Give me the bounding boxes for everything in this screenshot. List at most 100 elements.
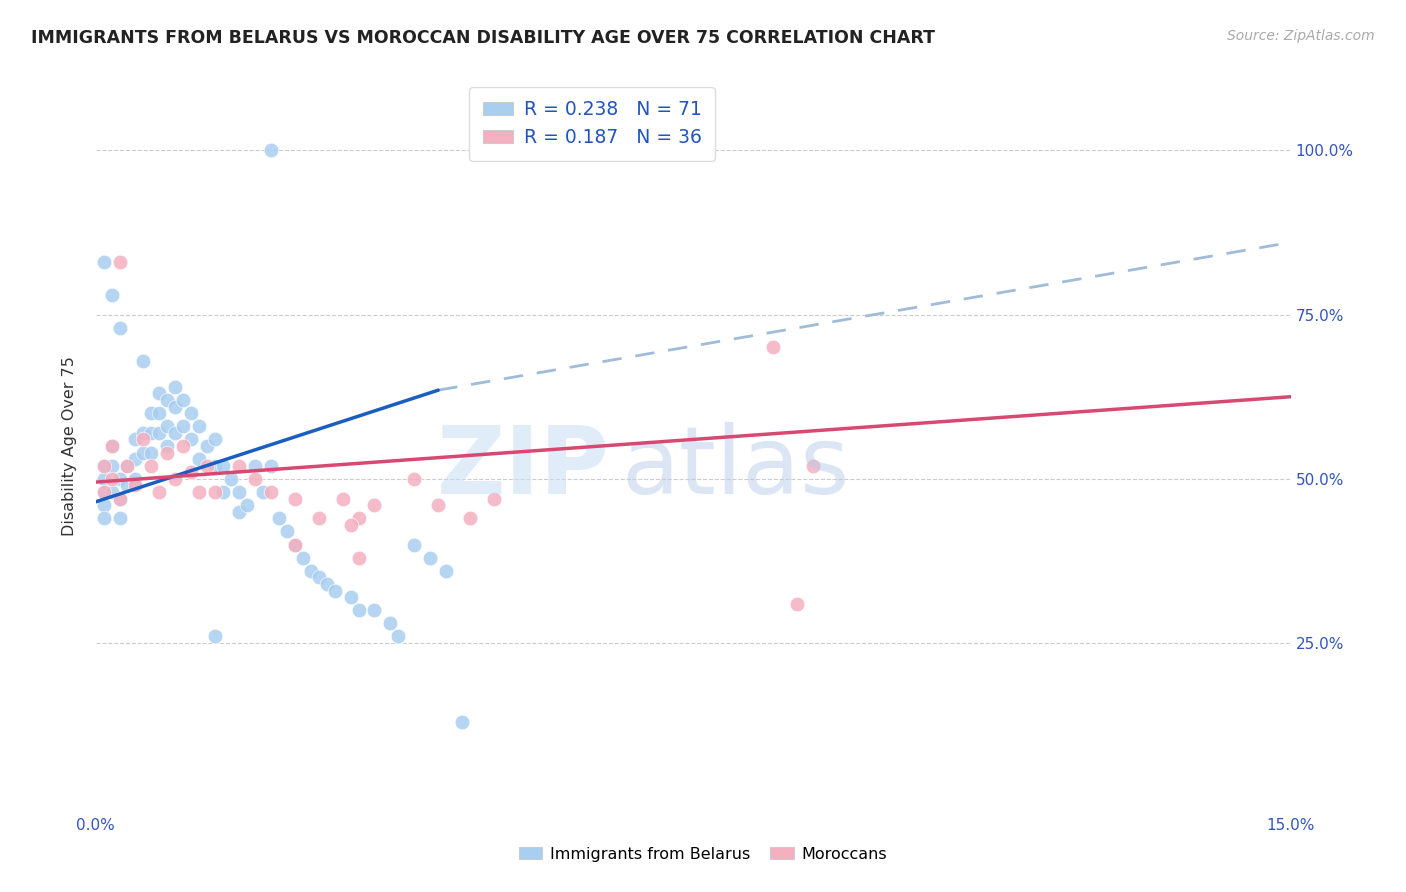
Point <box>347 550 370 565</box>
Point <box>108 472 131 486</box>
Point <box>141 458 163 473</box>
Point <box>100 439 122 453</box>
Legend: Immigrants from Belarus, Moroccans: Immigrants from Belarus, Moroccans <box>512 840 894 868</box>
Point <box>141 425 163 440</box>
Point <box>124 472 146 486</box>
Point <box>148 406 170 420</box>
Point <box>260 485 283 500</box>
Point <box>93 458 115 473</box>
Text: IMMIGRANTS FROM BELARUS VS MOROCCAN DISABILITY AGE OVER 75 CORRELATION CHART: IMMIGRANTS FROM BELARUS VS MOROCCAN DISA… <box>31 29 935 46</box>
Point <box>108 491 131 506</box>
Point <box>762 341 785 355</box>
Point <box>404 472 426 486</box>
Point <box>188 485 211 500</box>
Point <box>93 472 115 486</box>
Point <box>124 433 146 447</box>
Point <box>434 564 457 578</box>
Point <box>243 472 266 486</box>
Point <box>141 445 163 459</box>
Point <box>100 288 122 302</box>
Point <box>236 498 259 512</box>
Point <box>195 458 218 473</box>
Y-axis label: Disability Age Over 75: Disability Age Over 75 <box>62 356 77 536</box>
Point <box>117 478 139 492</box>
Point <box>100 472 122 486</box>
Point <box>212 458 235 473</box>
Point <box>380 616 402 631</box>
Point <box>260 144 283 158</box>
Point <box>117 458 139 473</box>
Point <box>284 537 307 551</box>
Point <box>212 485 235 500</box>
Point <box>291 550 314 565</box>
Point <box>451 714 474 729</box>
Point <box>228 485 250 500</box>
Point <box>132 433 155 447</box>
Point <box>188 452 211 467</box>
Point <box>156 439 179 453</box>
Point <box>172 419 194 434</box>
Point <box>308 511 330 525</box>
Point <box>801 458 824 473</box>
Point <box>180 406 202 420</box>
Point <box>165 472 187 486</box>
Point <box>458 511 481 525</box>
Point <box>132 353 155 368</box>
Point <box>172 392 194 407</box>
Point <box>363 603 385 617</box>
Point <box>786 597 808 611</box>
Point <box>180 433 202 447</box>
Point <box>243 458 266 473</box>
Point <box>132 445 155 459</box>
Point <box>180 465 202 479</box>
Point <box>276 524 298 539</box>
Point <box>156 445 179 459</box>
Point <box>323 583 346 598</box>
Point <box>100 439 122 453</box>
Point <box>204 630 226 644</box>
Point <box>108 320 131 334</box>
Point <box>156 392 179 407</box>
Point <box>482 491 505 506</box>
Point <box>347 511 370 525</box>
Point <box>308 570 330 584</box>
Point <box>141 406 163 420</box>
Point <box>93 485 115 500</box>
Point <box>100 485 122 500</box>
Point <box>419 550 441 565</box>
Point <box>252 485 274 500</box>
Point <box>387 630 409 644</box>
Point <box>315 577 337 591</box>
Point <box>148 485 170 500</box>
Point <box>93 485 115 500</box>
Point <box>284 537 307 551</box>
Legend: R = 0.238   N = 71, R = 0.187   N = 36: R = 0.238 N = 71, R = 0.187 N = 36 <box>470 87 714 161</box>
Point <box>188 419 211 434</box>
Text: atlas: atlas <box>621 422 849 514</box>
Point <box>228 458 250 473</box>
Point <box>124 478 146 492</box>
Point <box>93 511 115 525</box>
Point <box>363 498 385 512</box>
Point <box>108 511 131 525</box>
Point <box>284 491 307 506</box>
Point <box>347 603 370 617</box>
Point <box>219 472 242 486</box>
Point <box>172 439 194 453</box>
Point <box>124 452 146 467</box>
Text: Source: ZipAtlas.com: Source: ZipAtlas.com <box>1227 29 1375 43</box>
Point <box>93 498 115 512</box>
Point <box>93 458 115 473</box>
Point <box>204 433 226 447</box>
Point <box>267 511 290 525</box>
Point <box>339 590 361 604</box>
Point <box>148 425 170 440</box>
Point <box>165 425 187 440</box>
Point <box>165 400 187 414</box>
Text: ZIP: ZIP <box>437 422 610 514</box>
Point <box>108 255 131 269</box>
Point <box>204 458 226 473</box>
Point <box>117 458 139 473</box>
Point <box>404 537 426 551</box>
Point <box>299 564 322 578</box>
